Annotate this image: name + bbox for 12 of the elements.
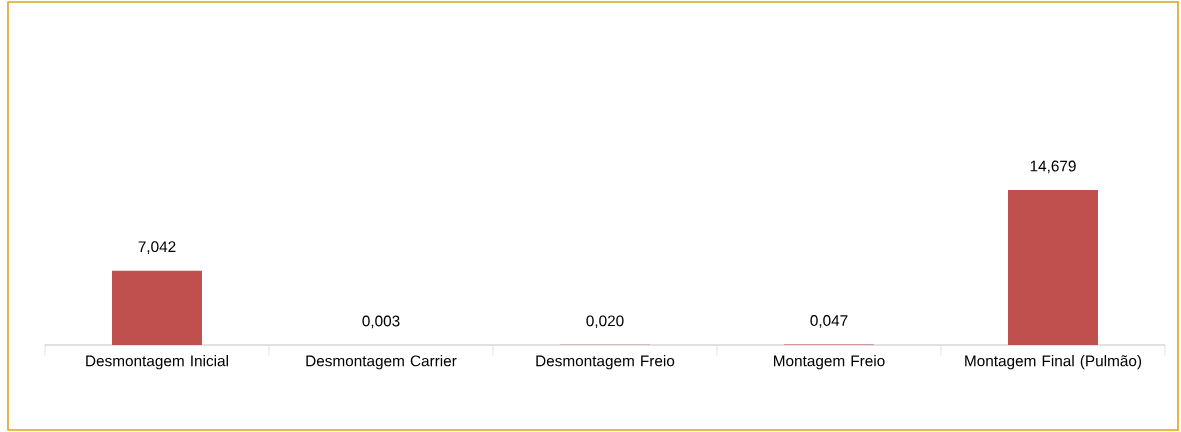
bar <box>112 270 202 345</box>
data-label: 14,679 <box>1030 160 1076 174</box>
x-tick-label: Montagem Final (Pulmão) <box>965 355 1142 370</box>
data-label: 7,042 <box>138 241 176 254</box>
bar <box>1008 190 1099 345</box>
x-tick-label: Desmontagem Carrier <box>306 355 457 370</box>
x-tick-label: Desmontagem Freio <box>536 355 675 370</box>
x-tick-label: Montagem Freio <box>774 355 885 370</box>
x-tick-label: Desmontagem Inicial <box>86 355 228 370</box>
data-label: 0,003 <box>362 315 400 329</box>
data-label: 0,020 <box>586 315 624 329</box>
data-label: 0,047 <box>810 315 848 328</box>
